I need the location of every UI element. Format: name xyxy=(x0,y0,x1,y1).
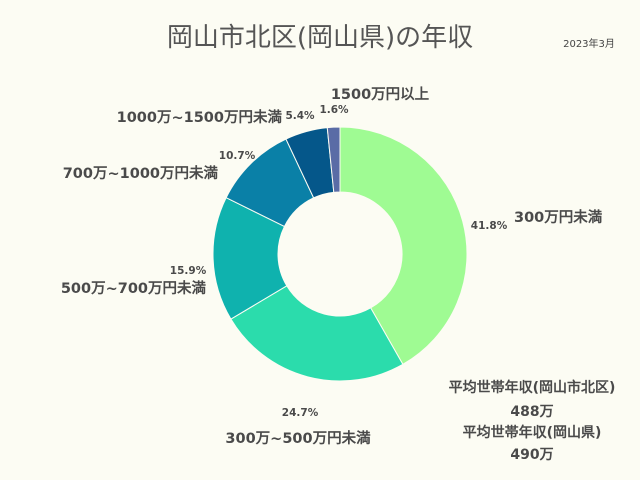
value-label-2: 15.9% xyxy=(170,265,207,277)
category-label-4: 1000万~1500万円未満 xyxy=(117,108,283,126)
slice-5 xyxy=(326,126,341,193)
chart-title: 岡山市北区(岡山県)の年収 xyxy=(167,23,473,53)
category-label-0: 300万円未満 xyxy=(514,208,603,226)
date-label: 2023年3月 xyxy=(563,37,615,50)
slice-1 xyxy=(230,285,404,382)
value-label-4: 5.4% xyxy=(285,110,315,122)
category-label-3: 700万~1000万円未満 xyxy=(63,164,219,182)
category-label-1: 300万~500万円未満 xyxy=(225,429,371,447)
value-label-5: 1.6% xyxy=(319,104,349,116)
note-value-1: 490万 xyxy=(510,447,553,463)
category-label-5: 1500万円以上 xyxy=(331,86,430,103)
slices-group xyxy=(212,126,468,382)
note-label-0: 平均世帯年収(岡山市北区) xyxy=(449,379,616,396)
note-label-1: 平均世帯年収(岡山県) xyxy=(463,424,602,441)
value-label-1: 24.7% xyxy=(282,407,319,419)
category-label-2: 500万~700万円未満 xyxy=(61,279,207,297)
note-value-0: 488万 xyxy=(510,404,553,420)
value-label-0: 41.8% xyxy=(471,220,508,232)
value-label-3: 10.7% xyxy=(219,150,256,162)
slice-0 xyxy=(339,126,468,366)
